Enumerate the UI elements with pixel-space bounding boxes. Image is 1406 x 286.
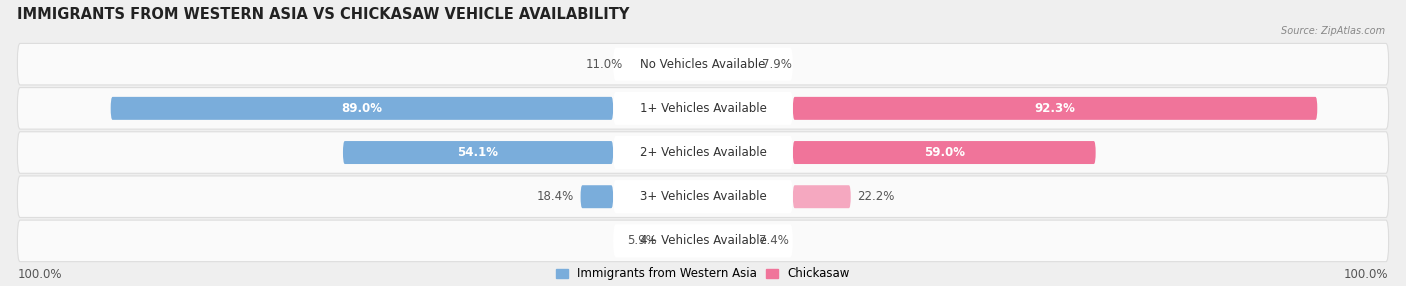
Text: Source: ZipAtlas.com: Source: ZipAtlas.com	[1281, 26, 1385, 36]
FancyBboxPatch shape	[613, 136, 793, 169]
Text: 5.9%: 5.9%	[627, 235, 657, 247]
Text: 18.4%: 18.4%	[537, 190, 574, 203]
Text: 3+ Vehicles Available: 3+ Vehicles Available	[640, 190, 766, 203]
FancyBboxPatch shape	[17, 88, 1389, 129]
Text: 92.3%: 92.3%	[1035, 102, 1076, 115]
FancyBboxPatch shape	[613, 92, 793, 125]
Text: 11.0%: 11.0%	[586, 58, 623, 71]
Text: 1+ Vehicles Available: 1+ Vehicles Available	[640, 102, 766, 115]
FancyBboxPatch shape	[17, 43, 1389, 85]
Text: 100.0%: 100.0%	[1344, 267, 1389, 281]
Text: 7.9%: 7.9%	[762, 58, 792, 71]
Text: 22.2%: 22.2%	[858, 190, 894, 203]
FancyBboxPatch shape	[343, 141, 613, 164]
Text: 54.1%: 54.1%	[457, 146, 499, 159]
FancyBboxPatch shape	[793, 141, 1095, 164]
Text: No Vehicles Available: No Vehicles Available	[640, 58, 766, 71]
Text: 7.4%: 7.4%	[759, 235, 789, 247]
Text: 89.0%: 89.0%	[342, 102, 382, 115]
FancyBboxPatch shape	[613, 48, 793, 81]
Text: 2+ Vehicles Available: 2+ Vehicles Available	[640, 146, 766, 159]
FancyBboxPatch shape	[17, 132, 1389, 173]
Text: 4+ Vehicles Available: 4+ Vehicles Available	[640, 235, 766, 247]
FancyBboxPatch shape	[793, 97, 1317, 120]
FancyBboxPatch shape	[17, 220, 1389, 262]
FancyBboxPatch shape	[111, 97, 613, 120]
Legend: Immigrants from Western Asia, Chickasaw: Immigrants from Western Asia, Chickasaw	[555, 267, 851, 280]
FancyBboxPatch shape	[17, 176, 1389, 217]
FancyBboxPatch shape	[613, 224, 793, 257]
Text: 100.0%: 100.0%	[17, 267, 62, 281]
FancyBboxPatch shape	[793, 185, 851, 208]
Text: IMMIGRANTS FROM WESTERN ASIA VS CHICKASAW VEHICLE AVAILABILITY: IMMIGRANTS FROM WESTERN ASIA VS CHICKASA…	[17, 7, 630, 22]
FancyBboxPatch shape	[581, 185, 613, 208]
FancyBboxPatch shape	[613, 180, 793, 213]
Text: 59.0%: 59.0%	[924, 146, 965, 159]
